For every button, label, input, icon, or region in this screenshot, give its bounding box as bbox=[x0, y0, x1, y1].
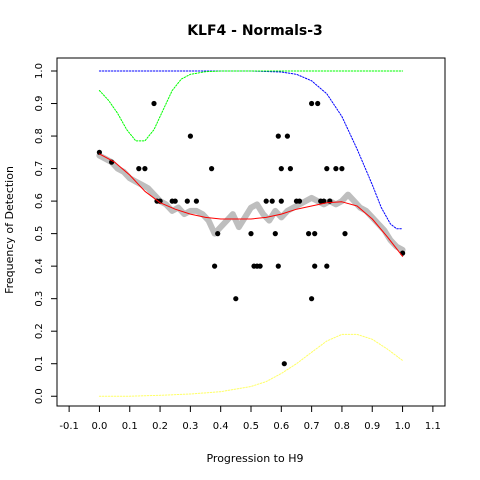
x-tick-label: 0.8 bbox=[334, 421, 350, 432]
y-axis: 0.0 0.1 0.2 0.3 0.4 0.5 0.6 0.7 0.8 0.9 1.0 bbox=[34, 63, 57, 404]
data-point bbox=[263, 198, 269, 204]
points-series bbox=[96, 100, 406, 367]
data-point bbox=[187, 133, 193, 139]
data-point bbox=[151, 100, 157, 107]
x-tick-label: 0.7 bbox=[304, 421, 320, 432]
y-tick-label: 0.9 bbox=[34, 96, 45, 112]
data-point bbox=[184, 198, 190, 204]
upper-green-series bbox=[98, 70, 404, 142]
data-point bbox=[315, 100, 321, 107]
data-point bbox=[324, 263, 330, 269]
data-point bbox=[306, 231, 312, 237]
data-point bbox=[309, 296, 315, 302]
x-tick-label: -0.1 bbox=[59, 421, 79, 432]
y-axis-label: Frequency of Detection bbox=[3, 166, 16, 294]
data-point bbox=[257, 263, 263, 269]
data-point bbox=[212, 263, 218, 269]
y-tick-label: 0.1 bbox=[34, 356, 45, 372]
fit-line bbox=[98, 153, 404, 257]
x-tick-label: 0.9 bbox=[364, 421, 380, 432]
x-tick-label: 0.1 bbox=[122, 421, 138, 432]
data-point bbox=[172, 198, 178, 204]
y-tick-label: 0.3 bbox=[34, 291, 45, 307]
data-point bbox=[209, 166, 215, 172]
upper-green-line bbox=[98, 70, 404, 142]
x-tick-label: 0.5 bbox=[243, 421, 259, 432]
y-tick-label: 0.6 bbox=[34, 193, 45, 209]
y-tick-label: 1.0 bbox=[34, 63, 45, 79]
x-tick-label: 0.4 bbox=[213, 421, 229, 432]
data-point bbox=[284, 133, 290, 139]
data-point bbox=[296, 198, 303, 204]
data-point bbox=[275, 263, 281, 269]
y-tick-label: 0.8 bbox=[34, 128, 45, 144]
data-point bbox=[248, 231, 254, 237]
data-point bbox=[142, 166, 148, 172]
x-axis: -0.1 0.0 0.1 0.2 0.3 0.4 0.5 0.6 0.7 0.8 0.9 1.0 1.1 bbox=[59, 406, 441, 432]
data-point bbox=[321, 198, 327, 204]
data-point bbox=[342, 231, 348, 237]
smooth-band-line bbox=[96, 152, 406, 253]
data-point bbox=[157, 198, 163, 204]
data-point bbox=[287, 166, 293, 172]
x-tick-label: 0.2 bbox=[152, 421, 168, 432]
x-axis-label: Progression to H9 bbox=[206, 452, 303, 465]
data-point bbox=[312, 263, 318, 269]
data-point bbox=[275, 133, 281, 139]
data-point bbox=[269, 198, 275, 204]
data-point bbox=[324, 166, 330, 172]
data-point bbox=[309, 100, 315, 107]
data-point bbox=[333, 166, 339, 172]
x-tick-label: 1.1 bbox=[425, 421, 441, 432]
data-point bbox=[193, 198, 199, 204]
y-tick-label: 0.2 bbox=[34, 323, 45, 339]
data-point bbox=[96, 149, 102, 155]
upper-blue-line bbox=[98, 70, 404, 230]
y-tick-label: 0.5 bbox=[34, 226, 45, 242]
data-point bbox=[233, 296, 239, 302]
y-tick-label: 0.7 bbox=[34, 161, 45, 177]
data-point bbox=[281, 361, 287, 367]
y-tick-label: 0.0 bbox=[34, 388, 45, 404]
data-point bbox=[339, 166, 345, 172]
x-tick-label: 0.6 bbox=[273, 421, 289, 432]
data-point bbox=[272, 231, 278, 237]
x-tick-label: 0.0 bbox=[91, 421, 107, 432]
y-tick-label: 0.4 bbox=[34, 258, 45, 274]
x-tick-label: 0.3 bbox=[182, 421, 198, 432]
data-point bbox=[400, 250, 406, 256]
lower-yellow-series bbox=[98, 333, 404, 397]
data-point bbox=[215, 231, 221, 237]
data-point bbox=[278, 166, 284, 172]
upper-blue-series bbox=[98, 70, 404, 230]
x-tick-label: 1.0 bbox=[395, 421, 411, 432]
data-point bbox=[312, 231, 318, 237]
smooth-band-series bbox=[96, 152, 406, 253]
lower-yellow-line bbox=[98, 333, 404, 397]
fit-series bbox=[98, 153, 404, 257]
chart-title: KLF4 - Normals-3 bbox=[187, 23, 323, 39]
data-point bbox=[136, 166, 142, 172]
data-point bbox=[278, 198, 284, 204]
